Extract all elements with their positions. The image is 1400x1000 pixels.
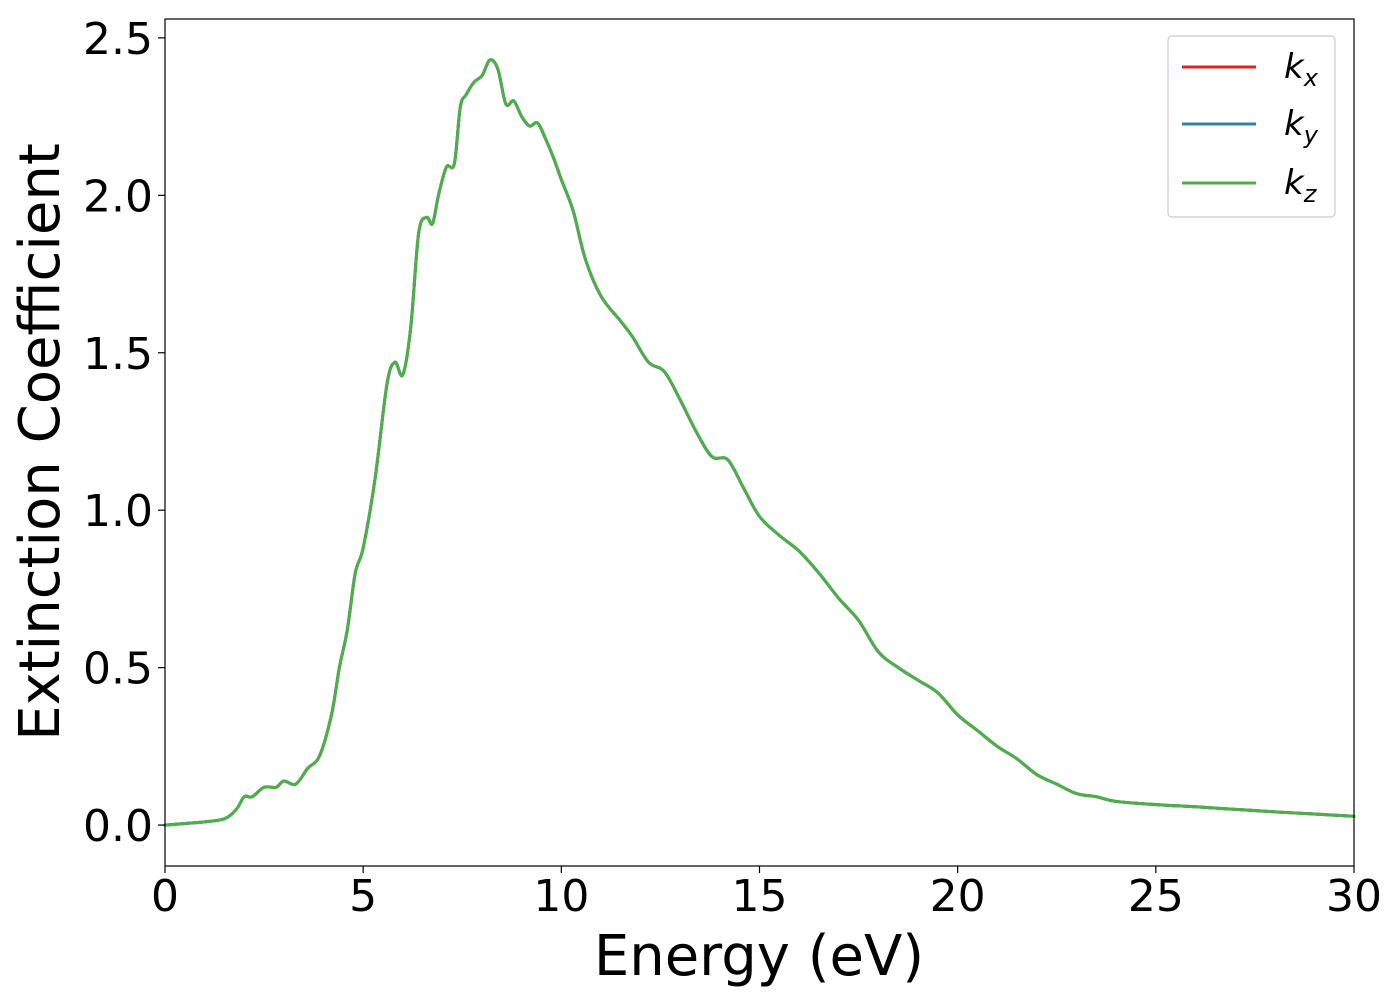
legend-label-kz: kz: [1284, 163, 1318, 208]
y-tick-label: 2.0: [83, 171, 153, 222]
y-tick-label: 1.0: [83, 486, 153, 537]
y-tick-label: 0.5: [83, 644, 153, 695]
y-axis-label: Extinction Coefficient: [8, 143, 73, 741]
legend-label-kx: kx: [1284, 47, 1319, 92]
y-tick-label: 0.0: [83, 801, 153, 852]
y-axis-ticks: 0.0 0.5 1.0 1.5 2.0 2.5: [83, 14, 165, 852]
x-tick-label: 0: [151, 871, 179, 922]
legend-label-ky: ky: [1284, 104, 1319, 149]
x-tick-label: 5: [349, 871, 377, 922]
legend: kx ky kz: [1167, 35, 1336, 218]
x-tick-label: 20: [930, 871, 986, 922]
series-line-kz: [163, 58, 1356, 827]
x-axis-ticks: 0 5 10 15 20 25 30: [151, 866, 1382, 922]
y-tick-label: 1.5: [83, 329, 153, 380]
x-tick-label: 10: [533, 871, 589, 922]
x-tick-label: 30: [1326, 871, 1382, 922]
x-axis-label: Energy (eV): [594, 924, 924, 989]
legend-box: [1167, 35, 1336, 218]
plot-lines: [163, 58, 1356, 827]
y-tick-label: 2.5: [83, 14, 153, 65]
x-tick-label: 15: [732, 871, 788, 922]
x-tick-label: 25: [1128, 871, 1184, 922]
